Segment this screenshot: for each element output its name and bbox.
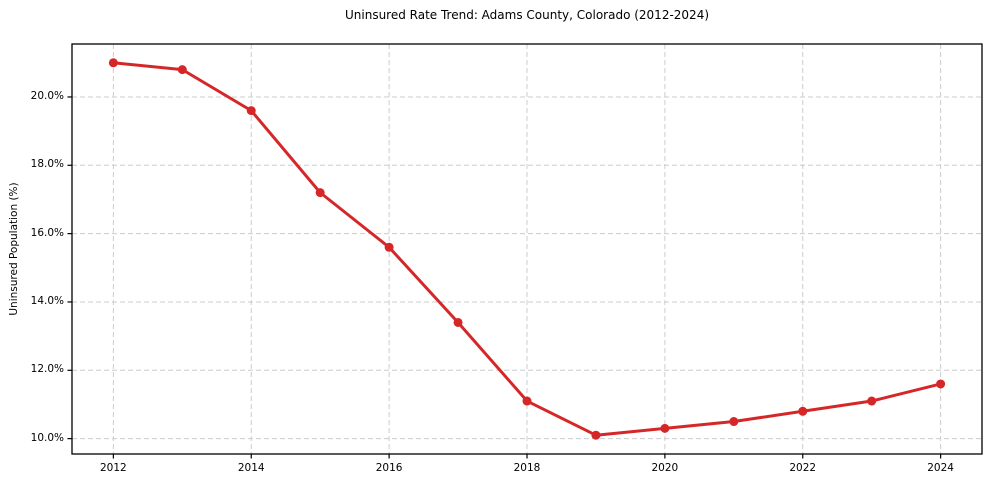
data-point-marker [936, 379, 946, 389]
data-point-marker [660, 423, 670, 433]
y-tick-label: 12.0% [30, 363, 64, 376]
data-point-marker [453, 317, 463, 327]
data-point-marker [384, 242, 394, 252]
data-point-marker [798, 406, 808, 416]
y-tick-label: 16.0% [30, 226, 64, 239]
data-point-marker [867, 396, 877, 406]
x-tick-label: 2016 [375, 462, 403, 474]
x-tick-label: 2020 [651, 462, 679, 474]
x-tick-label: 2024 [927, 462, 954, 474]
chart-title: Uninsured Rate Trend: Adams County, Colo… [344, 8, 710, 22]
data-point-marker [177, 65, 187, 75]
y-tick-label: 10.0% [30, 431, 64, 444]
data-point-marker [522, 396, 532, 406]
data-point-marker [591, 430, 601, 440]
y-tick-label: 20.0% [30, 89, 64, 102]
y-tick-label: 18.0% [30, 158, 64, 171]
x-tick-label: 2014 [237, 462, 265, 474]
x-tick-label: 2018 [513, 462, 541, 474]
data-point-marker [108, 58, 118, 68]
data-point-marker [729, 417, 739, 427]
y-tick-label: 14.0% [30, 294, 64, 307]
x-tick-label: 2012 [99, 462, 127, 474]
data-point-marker [315, 188, 325, 198]
x-tick-label: 2022 [789, 462, 817, 474]
plot-border [71, 43, 983, 455]
data-point-marker [246, 106, 256, 116]
